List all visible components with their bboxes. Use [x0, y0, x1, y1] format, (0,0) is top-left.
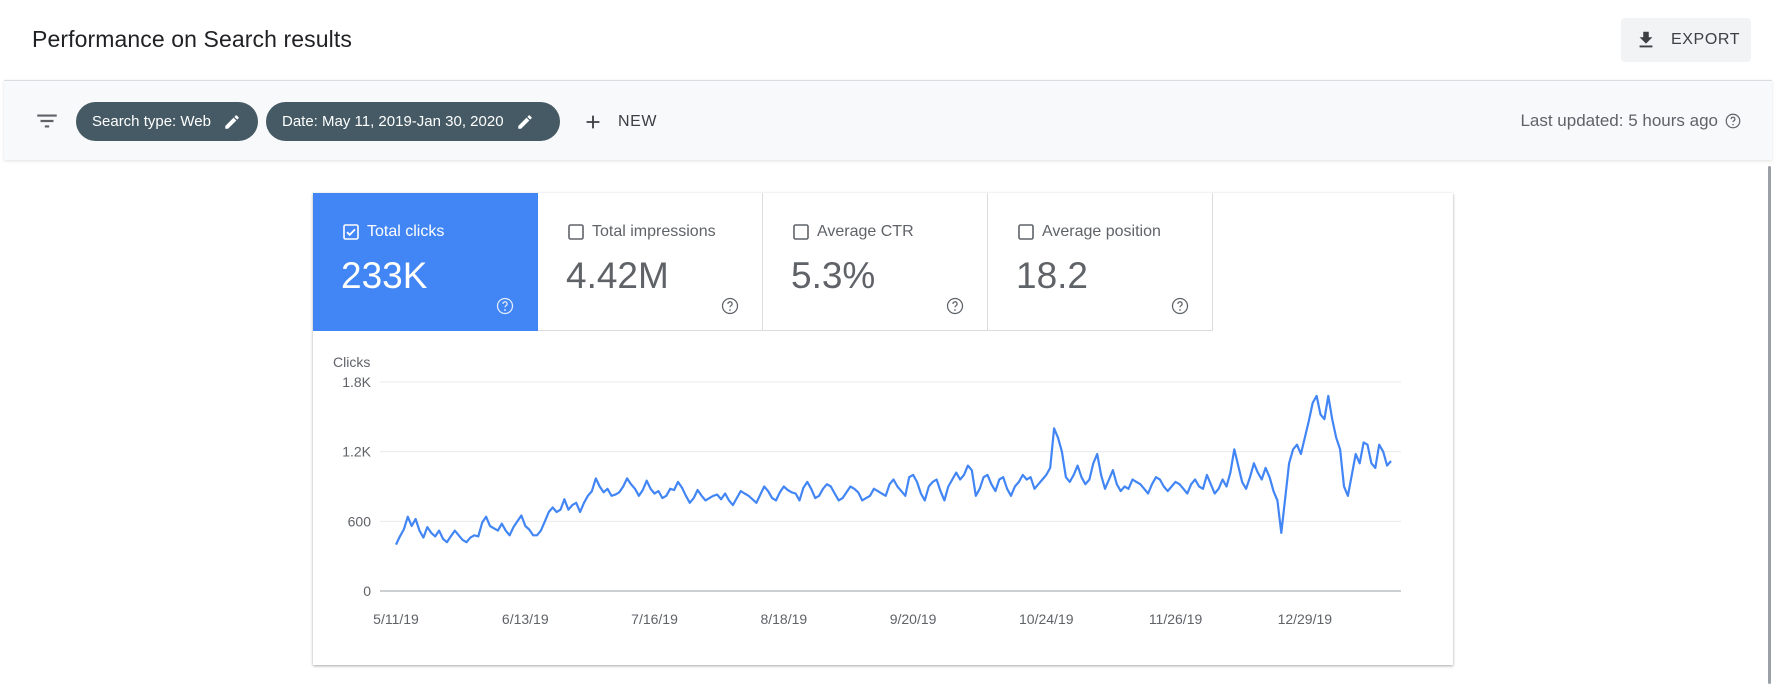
checkbox-icon	[1018, 224, 1034, 240]
export-label: EXPORT	[1671, 31, 1741, 48]
performance-card: Total clicks 233K Total impressions 4.42…	[313, 193, 1453, 665]
help-icon[interactable]	[720, 296, 740, 316]
x-tick-label: 11/26/19	[1149, 611, 1203, 627]
y-tick-label: 1.2K	[342, 444, 371, 460]
metric-average-position[interactable]: Average position 18.2	[988, 193, 1213, 331]
metric-label: Total clicks	[367, 223, 445, 240]
metric-value: 4.42M	[566, 255, 669, 296]
plus-icon	[586, 115, 600, 128]
metric-label-row: Average position	[1018, 223, 1161, 241]
x-tick-label: 5/11/19	[373, 611, 419, 627]
y-axis-title: Clicks	[333, 354, 370, 370]
page-title: Performance on Search results	[32, 26, 352, 52]
help-icon[interactable]	[495, 296, 515, 316]
filter-icon[interactable]	[34, 108, 60, 134]
y-tick-label: 1.8K	[342, 374, 371, 390]
metric-average-ctr[interactable]: Average CTR 5.3%	[763, 193, 988, 331]
date-range-chip[interactable]: Date: May 11, 2019-Jan 30, 2020	[266, 102, 560, 141]
search-type-chip-label: Search type: Web	[92, 113, 211, 130]
new-filter-button[interactable]: NEW	[582, 102, 657, 141]
x-tick-label: 10/24/19	[1019, 611, 1074, 627]
x-axis-ticks: 5/11/19 6/13/19 7/16/19 8/18/19 9/20/19 10/24…	[373, 611, 1332, 627]
checkbox-checked-icon	[343, 224, 359, 240]
metric-label-row: Total clicks	[343, 223, 444, 241]
metric-total-impressions[interactable]: Total impressions 4.42M	[538, 193, 763, 331]
y-tick-label: 0	[363, 583, 371, 599]
last-updated: Last updated: 5 hours ago	[1520, 111, 1742, 131]
chart-grid	[380, 381, 1401, 592]
date-range-chip-label: Date: May 11, 2019-Jan 30, 2020	[282, 113, 504, 130]
metric-label: Average CTR	[817, 223, 914, 240]
last-updated-text: Last updated: 5 hours ago	[1520, 111, 1718, 130]
help-icon[interactable]	[945, 296, 965, 316]
search-type-chip[interactable]: Search type: Web	[76, 102, 258, 141]
x-tick-label: 7/16/19	[631, 611, 678, 627]
metric-total-clicks[interactable]: Total clicks 233K	[313, 193, 538, 331]
help-icon[interactable]	[1170, 296, 1190, 316]
metric-value: 5.3%	[791, 255, 876, 296]
export-button[interactable]: EXPORT	[1621, 18, 1751, 62]
metric-label: Total impressions	[592, 223, 716, 240]
x-tick-label: 6/13/19	[502, 611, 549, 627]
scrollbar[interactable]	[1768, 166, 1771, 684]
edit-pencil-icon	[517, 114, 532, 129]
series-line-clicks	[395, 394, 1392, 546]
new-filter-label: NEW	[618, 112, 658, 130]
metric-value: 233K	[341, 255, 428, 296]
checkbox-icon	[793, 224, 809, 240]
y-axis-ticks: 0 600 1.2K 1.8K	[342, 374, 371, 599]
x-tick-label: 12/29/19	[1278, 611, 1333, 627]
metric-label: Average position	[1042, 223, 1161, 240]
metric-label-row: Average CTR	[793, 223, 914, 241]
clicks-line-chart: Clicks 0 600 1.2K 1.8K 5/11/19 6/13/19 7/16/1…	[333, 354, 1401, 627]
download-icon	[1639, 31, 1653, 48]
metric-value: 18.2	[1016, 255, 1089, 296]
x-tick-label: 9/20/19	[890, 611, 937, 627]
metric-label-row: Total impressions	[568, 223, 716, 241]
page-header: Performance on Search results EXPORT	[0, 0, 1776, 80]
x-tick-label: 8/18/19	[760, 611, 807, 627]
edit-pencil-icon	[225, 114, 239, 129]
y-tick-label: 600	[348, 513, 372, 529]
help-icon[interactable]	[1724, 112, 1742, 130]
filter-bar: Search type: Web Date: May 11, 2019-Jan …	[4, 80, 1772, 160]
checkbox-icon	[568, 224, 584, 240]
